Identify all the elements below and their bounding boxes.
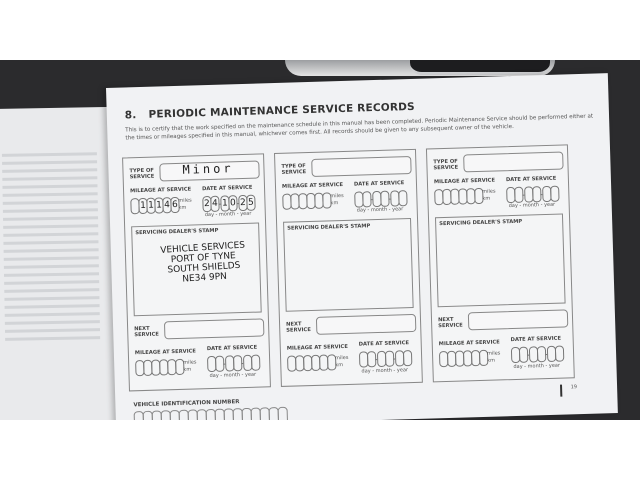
date-format-hint: day - month - year xyxy=(513,362,561,371)
type-of-service-field[interactable] xyxy=(311,155,412,177)
page-number: 19 xyxy=(570,384,578,391)
service-record-card: TYPE OF SERVICE Minor MILEAGE AT SERVICE… xyxy=(122,153,271,392)
next-service-field[interactable] xyxy=(467,309,569,331)
next-mileage-label: MILEAGE AT SERVICE xyxy=(286,343,348,352)
date-format-hint: day - month - year xyxy=(508,201,556,210)
next-mileage-label: MILEAGE AT SERVICE xyxy=(134,348,197,357)
next-mileage-field[interactable] xyxy=(287,354,337,372)
dealer-stamp-box: SERVICING DEALER'S STAMP xyxy=(283,218,414,312)
photo-area: 8. PERIODIC MAINTENANCE SERVICE RECORDS T… xyxy=(0,60,640,420)
left-page xyxy=(0,106,118,420)
next-date-field[interactable] xyxy=(510,345,565,364)
next-service-field[interactable] xyxy=(315,313,417,335)
unit-km: km xyxy=(330,200,339,207)
mileage-label: MILEAGE AT SERVICE xyxy=(433,177,496,186)
next-mileage-field[interactable] xyxy=(438,349,489,368)
unit-miles: miles xyxy=(482,188,496,195)
date-field[interactable] xyxy=(354,190,408,208)
type-of-service-label: TYPE OF SERVICE xyxy=(433,158,459,172)
unit-miles: miles xyxy=(178,197,192,204)
date-label: DATE AT SERVICE xyxy=(505,175,557,184)
page-tab-marker xyxy=(560,384,563,397)
section-number: 8. xyxy=(124,109,137,122)
service-record-card: TYPE OF SERVICE MILEAGE AT SERVICE DATE … xyxy=(425,144,575,383)
date-format-hint: day - month - year xyxy=(204,210,252,219)
next-service-label: NEXT SERVICE xyxy=(437,316,463,330)
next-date-field[interactable] xyxy=(206,354,261,373)
unit-miles: miles xyxy=(335,354,349,362)
next-date-label: DATE AT SERVICE xyxy=(358,340,410,348)
date-field[interactable] xyxy=(506,185,560,204)
service-record-page: 8. PERIODIC MAINTENANCE SERVICE RECORDS T… xyxy=(106,73,618,420)
page-title: 8. PERIODIC MAINTENANCE SERVICE RECORDS xyxy=(125,101,415,122)
type-of-service-label: TYPE OF SERVICE xyxy=(281,163,307,176)
date-format-hint: day - month - year xyxy=(209,371,257,380)
next-service-field[interactable] xyxy=(163,318,265,340)
mileage-field[interactable] xyxy=(282,192,332,210)
unit-km: km xyxy=(178,204,187,211)
vin-label: VEHICLE IDENTIFICATION NUMBER xyxy=(133,399,240,409)
next-date-label: DATE AT SERVICE xyxy=(510,335,562,344)
next-mileage-label: MILEAGE AT SERVICE xyxy=(438,339,500,348)
unit-km: km xyxy=(335,362,344,369)
date-format-hint: day - month - year xyxy=(361,367,409,375)
next-date-label: DATE AT SERVICE xyxy=(206,344,258,353)
type-of-service-field[interactable] xyxy=(463,151,564,173)
type-of-service-label: TYPE OF SERVICE xyxy=(129,167,155,181)
unit-miles: miles xyxy=(330,192,344,200)
mileage-label: MILEAGE AT SERVICE xyxy=(129,186,192,195)
dealer-stamp: VEHICLE SERVICES PORT OF TYNE SOUTH SHIELD… xyxy=(160,240,247,285)
date-digit-box[interactable] xyxy=(250,354,261,371)
next-service-label: NEXT SERVICE xyxy=(286,321,311,334)
type-of-service-field[interactable]: Minor xyxy=(159,160,260,182)
vin-boxes[interactable] xyxy=(133,406,289,420)
next-mileage-field[interactable] xyxy=(135,358,185,377)
service-record-card: TYPE OF SERVICE MILEAGE AT SERVICE DATE … xyxy=(274,148,423,387)
date-digit-box[interactable] xyxy=(554,345,565,362)
type-of-service-value: Minor xyxy=(182,161,234,177)
date-label: DATE AT SERVICE xyxy=(353,180,405,188)
dealer-stamp-box: SERVICING DEALER'S STAMP xyxy=(434,213,566,308)
next-date-field[interactable] xyxy=(358,350,413,368)
unit-miles: miles xyxy=(486,350,501,357)
date-digit-box[interactable] xyxy=(398,190,408,207)
title-text: PERIODIC MAINTENANCE SERVICE RECORDS xyxy=(148,100,416,121)
unit-km: km xyxy=(183,366,192,373)
dealer-stamp-label: SERVICING DEALER'S STAMP xyxy=(287,223,371,232)
unit-km: km xyxy=(487,357,496,364)
vin-digit-box[interactable] xyxy=(277,406,289,420)
date-format-hint: day - month - year xyxy=(356,206,404,214)
car-key-object xyxy=(410,60,550,75)
unit-km: km xyxy=(482,195,491,202)
date-label: DATE AT SERVICE xyxy=(201,184,253,193)
date-digit-box[interactable] xyxy=(550,185,560,202)
date-digit-box[interactable]: 5 xyxy=(246,194,256,211)
mileage-field[interactable] xyxy=(434,187,484,206)
dealer-stamp-box: SERVICING DEALER'S STAMP VEHICLE SERVICE… xyxy=(131,222,262,317)
date-digit-box[interactable] xyxy=(402,350,413,367)
dealer-stamp-label: SERVICING DEALER'S STAMP xyxy=(439,218,523,228)
next-service-label: NEXT SERVICE xyxy=(134,325,160,339)
unit-miles: miles xyxy=(183,359,197,366)
dealer-stamp-label: SERVICING DEALER'S STAMP xyxy=(135,227,219,237)
mileage-label: MILEAGE AT SERVICE xyxy=(281,182,344,190)
